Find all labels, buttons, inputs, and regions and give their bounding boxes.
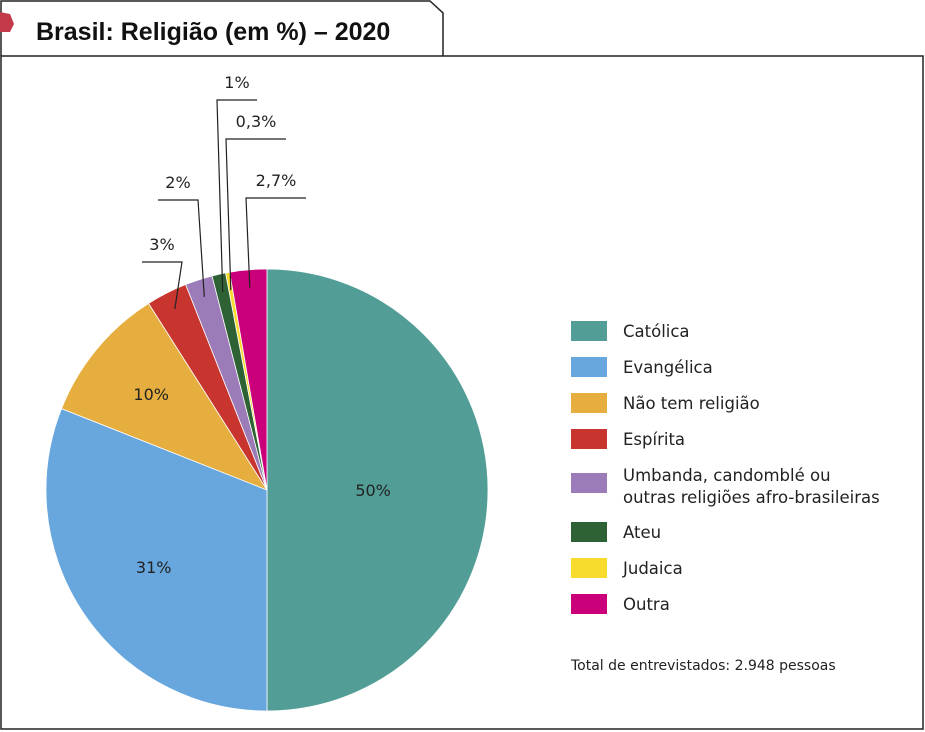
legend-swatch bbox=[571, 594, 607, 614]
legend-swatch bbox=[571, 522, 607, 542]
title-tab-accent bbox=[0, 12, 14, 32]
pie-slice bbox=[61, 302, 268, 491]
leader-line bbox=[225, 138, 286, 291]
legend-swatch bbox=[571, 558, 607, 578]
legend-label: Umbanda, candomblé ou bbox=[623, 466, 831, 485]
slice-value-label: 31% bbox=[136, 558, 172, 577]
legend-label: Católica bbox=[623, 322, 690, 341]
legend-label: Não tem religião bbox=[623, 394, 760, 413]
legend: Católica Evangélica Não tem religião Espíri… bbox=[571, 321, 880, 614]
legend-swatch bbox=[571, 393, 607, 413]
pie-slice bbox=[45, 408, 268, 712]
total-respondents-note: Total de entrevistados: 2.948 pessoas bbox=[570, 658, 836, 674]
legend-swatch bbox=[571, 473, 607, 493]
legend-swatch bbox=[571, 321, 607, 341]
slice-value-label: 2% bbox=[165, 173, 190, 192]
slice-value-label: 2,7% bbox=[256, 171, 297, 190]
slice-labels: 50% 31% 10% 3% 2% 1% 0,3% 2,7% bbox=[133, 73, 390, 577]
legend-swatch bbox=[571, 429, 607, 449]
legend-swatch bbox=[571, 357, 607, 377]
legend-label: outras religiões afro-brasileiras bbox=[623, 488, 880, 507]
pie-chart bbox=[45, 268, 489, 712]
leader-line bbox=[142, 261, 183, 310]
legend-label: Espírita bbox=[623, 430, 685, 449]
slice-value-label: 50% bbox=[355, 481, 391, 500]
slice-value-label: 3% bbox=[149, 235, 174, 254]
pie-slice bbox=[266, 268, 489, 712]
leader-lines bbox=[142, 99, 306, 310]
slice-value-label: 1% bbox=[224, 73, 249, 92]
legend-label: Judaica bbox=[622, 559, 683, 578]
leader-line bbox=[158, 199, 205, 297]
leader-line bbox=[216, 99, 257, 292]
legend-label: Ateu bbox=[623, 523, 661, 542]
slice-value-label: 10% bbox=[133, 385, 169, 404]
chart-border bbox=[0, 55, 924, 730]
legend-label: Outra bbox=[623, 595, 670, 614]
chart-title: Brasil: Religião (em %) – 2020 bbox=[36, 18, 390, 46]
legend-label: Evangélica bbox=[623, 358, 713, 377]
leader-line bbox=[245, 197, 306, 288]
slice-value-label: 0,3% bbox=[236, 112, 277, 131]
